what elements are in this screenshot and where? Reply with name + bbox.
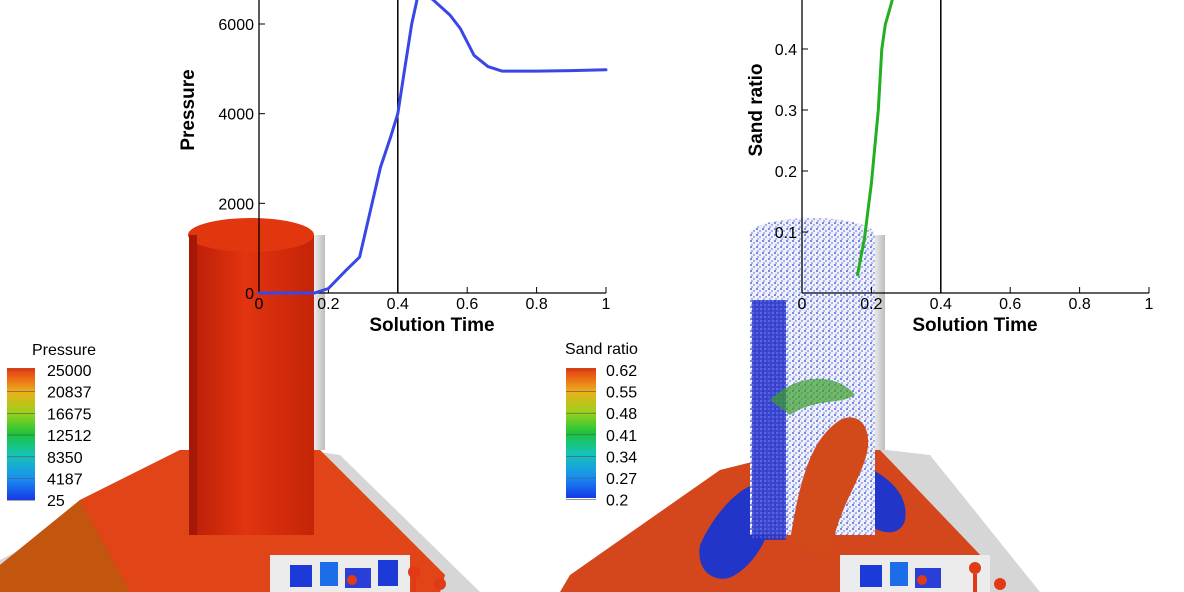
x-tick-label: 0.8 bbox=[525, 296, 547, 313]
sand-3d-model bbox=[560, 218, 1040, 592]
x-tick-label: 0.6 bbox=[456, 296, 478, 313]
pressure-gating-parts bbox=[270, 555, 446, 592]
pressure-series-line bbox=[257, 0, 608, 295]
x-tick-label: 0.6 bbox=[999, 296, 1021, 313]
pressure-cylinder-top bbox=[188, 218, 314, 252]
legend-label: 0.2 bbox=[606, 493, 628, 510]
x-tick-label: 0.2 bbox=[860, 296, 882, 313]
legend-label: 4187 bbox=[47, 472, 83, 489]
x-tick-label: 0.4 bbox=[930, 296, 952, 313]
legend-label: 8350 bbox=[47, 450, 83, 467]
sand-legend-colorbar bbox=[566, 368, 596, 498]
sand-cylinder-dense bbox=[752, 300, 786, 540]
legend-label: 0.34 bbox=[606, 449, 637, 466]
y-tick-label: 4000 bbox=[218, 107, 254, 124]
x-tick-label: 0 bbox=[255, 296, 264, 313]
legend-label: 0.62 bbox=[606, 363, 637, 380]
y-tick-label: 2000 bbox=[218, 196, 254, 213]
legend-label: 16675 bbox=[47, 406, 92, 423]
sand-cylinder-top bbox=[749, 218, 875, 252]
sand-chart-ylabel: Sand ratio bbox=[746, 64, 767, 157]
x-tick-label: 0 bbox=[798, 296, 807, 313]
legend-label: 0.41 bbox=[606, 428, 637, 445]
sand-mixed-band bbox=[770, 378, 855, 415]
pressure-chart: Pressure Solution Time 0 0.2 0.4 0.6 0.8 1 0 20… bbox=[178, 0, 611, 336]
sand-chart: Sand ratio Solution Time 0 0.2 0.4 0.6 0.8 1 0… bbox=[746, 0, 1154, 336]
x-tick-label: 0.4 bbox=[387, 296, 409, 313]
pressure-chart-ylabel: Pressure bbox=[178, 69, 199, 150]
legend-label: 0.55 bbox=[606, 385, 637, 402]
sand-gating-parts bbox=[840, 555, 1006, 592]
pressure-cylinder-body bbox=[189, 235, 314, 535]
pressure-legend-title: Pressure bbox=[32, 342, 96, 359]
y-tick-label: 6000 bbox=[218, 17, 254, 34]
sand-legend-title: Sand ratio bbox=[565, 341, 638, 358]
sand-ratio-series-line bbox=[856, 0, 894, 277]
sand-red-plume bbox=[790, 417, 869, 560]
y-tick-label: 0.1 bbox=[775, 225, 797, 242]
pressure-chart-xlabel: Solution Time bbox=[369, 315, 494, 336]
pressure-slab-shade bbox=[0, 500, 130, 592]
pressure-3d-model bbox=[0, 218, 480, 592]
sand-chart-xlabel: Solution Time bbox=[912, 315, 1037, 336]
pressure-cylinder-edge bbox=[189, 235, 197, 535]
y-tick-label: 0.4 bbox=[775, 42, 797, 59]
legend-label: 0.48 bbox=[606, 406, 637, 423]
x-tick-label: 1 bbox=[1145, 296, 1154, 313]
legend-label: 25 bbox=[47, 493, 65, 510]
pressure-legend: Pressure 25000 20837 16675 12512 8350 4187 25 bbox=[7, 342, 96, 510]
x-tick-label: 0.8 bbox=[1068, 296, 1090, 313]
pressure-legend-colorbar bbox=[7, 368, 35, 500]
y-tick-label: 0 bbox=[245, 286, 254, 303]
y-tick-label: 0.2 bbox=[775, 164, 797, 181]
legend-label: 25000 bbox=[47, 363, 92, 380]
legend-label: 0.27 bbox=[606, 471, 637, 488]
sand-legend: Sand ratio 0.62 0.55 0.48 0.41 0.34 0.27 0.2 bbox=[565, 341, 638, 510]
x-tick-label: 1 bbox=[602, 296, 611, 313]
x-tick-label: 0.2 bbox=[317, 296, 339, 313]
legend-label: 12512 bbox=[47, 428, 92, 445]
legend-label: 20837 bbox=[47, 385, 92, 402]
y-tick-label: 0.3 bbox=[775, 103, 797, 120]
